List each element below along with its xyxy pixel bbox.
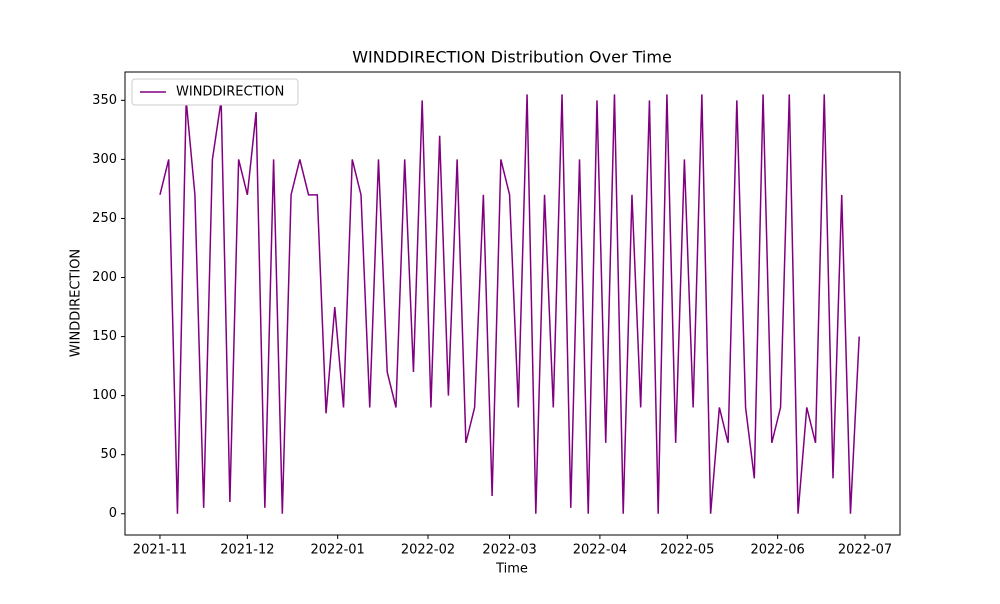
x-tick-label: 2022-03 <box>482 543 536 558</box>
x-tick-label: 2022-02 <box>401 543 455 558</box>
y-tick-label: 0 <box>109 506 117 521</box>
x-tick-label: 2022-06 <box>750 543 804 558</box>
y-tick-label: 350 <box>92 93 117 108</box>
y-axis-label: WINDDIRECTION <box>69 249 84 357</box>
y-tick-label: 200 <box>92 270 117 285</box>
y-tick-label: 250 <box>92 211 117 226</box>
y-tick-label: 150 <box>92 329 117 344</box>
y-tick-label: 50 <box>100 447 117 462</box>
x-tick-label: 2022-04 <box>573 543 627 558</box>
data-line <box>159 94 860 514</box>
y-tick-label: 100 <box>92 388 117 403</box>
legend-box <box>131 78 299 106</box>
chart-title: WINDDIRECTION Distribution Over Time <box>352 48 672 67</box>
plot-area <box>124 71 901 536</box>
x-tick-label: 2021-11 <box>133 543 187 558</box>
x-tick-label: 2022-01 <box>311 543 365 558</box>
y-tick-label: 300 <box>92 152 117 167</box>
x-tick-label: 2021-12 <box>220 543 274 558</box>
legend-label: WINDDIRECTION <box>176 85 284 100</box>
x-axis-label: Time <box>495 562 528 577</box>
x-tick-label: 2022-07 <box>838 543 892 558</box>
x-tick-label: 2022-05 <box>660 543 714 558</box>
